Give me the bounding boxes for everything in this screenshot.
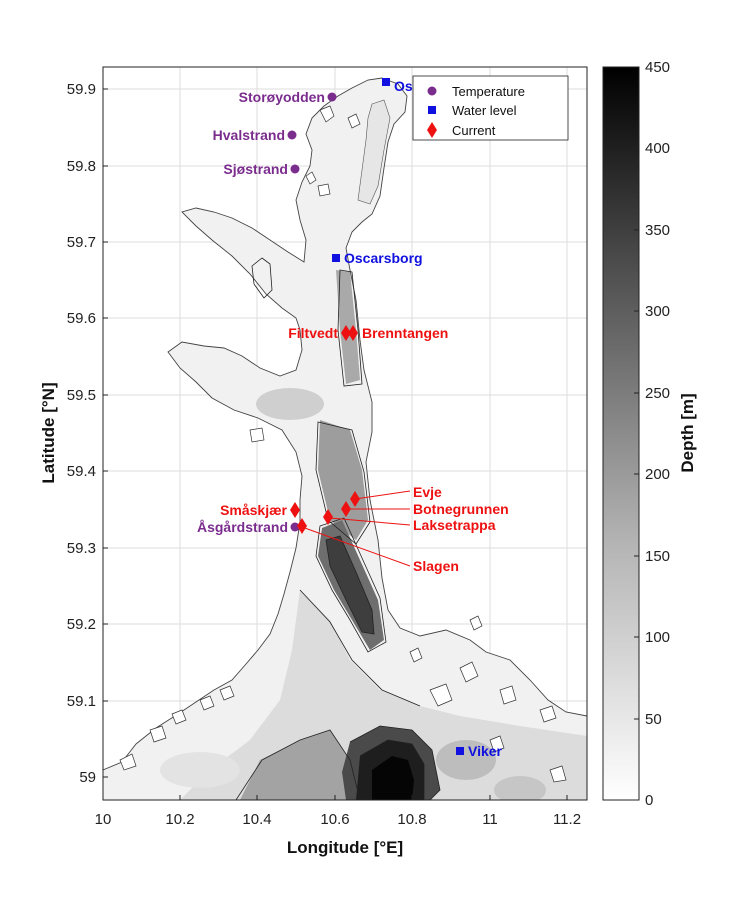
legend: Temperature Water level Current: [412, 75, 569, 141]
x-tick-label: 11: [482, 811, 498, 828]
temperature-station-marker: [327, 92, 337, 102]
x-tick-label: 11.2: [553, 811, 581, 828]
station-labels: Storøyodden Hvalstrand Sjøstrand Åsgårds…: [197, 78, 509, 759]
colorbar-gradient: [602, 66, 640, 801]
y-axis-title: Latitude [°N]: [39, 382, 58, 483]
current-station-marker: [348, 325, 358, 341]
x-tick-label: 10.8: [397, 811, 426, 828]
colorbar-tick-label: 250: [645, 385, 670, 402]
x-tick-label: 10.2: [165, 811, 194, 828]
x-tick-label: 10.6: [320, 811, 349, 828]
inner-fjord-arm: [357, 99, 391, 205]
current-station-marker: [341, 325, 351, 341]
station-label: Sjøstrand: [223, 161, 288, 177]
axis-ticks: [102, 88, 568, 800]
station-label: Laksetrappa: [413, 517, 496, 533]
x-tick-labels: 10 10.2 10.4 10.6 10.8 11 11.2: [95, 811, 581, 828]
colorbar-tick-label: 150: [645, 548, 670, 565]
temperature-station-marker: [290, 164, 300, 174]
station-label: Brenntangen: [362, 325, 448, 341]
y-tick-label: 59.6: [67, 310, 96, 327]
colorbar-tick-label: 450: [645, 59, 670, 76]
legend-label: Temperature: [452, 84, 525, 99]
colorbar-tick-label: 300: [645, 303, 670, 320]
islands: [119, 105, 567, 783]
colorbar-tick-label: 350: [645, 222, 670, 239]
current-station-marker: [290, 502, 300, 518]
station-markers: [287, 78, 464, 755]
colorbar-ticks: [634, 66, 639, 801]
station-label: Slagen: [413, 558, 459, 574]
station-label: Småskjær: [220, 502, 287, 518]
colorbar-tick-label: 100: [645, 629, 670, 646]
y-tick-label: 59.2: [67, 616, 96, 633]
map-plot-area: 10 10.2 10.4 10.6 10.8 11 11.2 59 59.1 5…: [39, 66, 588, 857]
water-level-station-marker: [332, 254, 340, 262]
current-station-marker: [323, 509, 333, 525]
colorbar-tick-label: 50: [645, 711, 662, 728]
legend-label: Current: [452, 123, 496, 138]
depth-contours: [235, 257, 441, 800]
y-tick-label: 59.8: [67, 158, 96, 175]
y-tick-label: 59.9: [67, 81, 96, 98]
station-label: Hvalstrand: [213, 127, 285, 143]
station-label: Viker: [468, 743, 503, 759]
temperature-station-marker: [287, 130, 297, 140]
station-label: Os: [394, 78, 413, 94]
current-station-marker: [297, 518, 307, 534]
y-tick-label: 59.5: [67, 387, 96, 404]
station-label: Evje: [413, 484, 442, 500]
legend-label: Water level: [452, 103, 517, 118]
x-axis-title: Longitude [°E]: [287, 838, 403, 857]
x-tick-label: 10: [95, 811, 112, 828]
y-tick-label: 59.4: [67, 463, 96, 480]
colorbar-tick-label: 0: [645, 792, 653, 809]
leader-lines: [301, 490, 411, 567]
station-label: Oscarsborg: [344, 250, 423, 266]
current-station-marker: [341, 501, 351, 517]
temperature-station-marker: [290, 522, 300, 532]
water-level-station-marker: [456, 747, 464, 755]
station-label: Botnegrunnen: [413, 501, 509, 517]
y-tick-label: 59.3: [67, 540, 96, 557]
x-tick-label: 10.4: [242, 811, 271, 828]
station-label: Storøyodden: [239, 89, 325, 105]
legend-box: [412, 75, 569, 141]
legend-water-level-marker: [428, 106, 436, 114]
legend-current-marker: [427, 122, 437, 138]
y-tick-labels: 59 59.1 59.2 59.3 59.4 59.5 59.6 59.7 59…: [67, 81, 96, 786]
y-tick-label: 59: [79, 769, 96, 786]
current-station-marker: [350, 491, 360, 507]
colorbar-tick-label: 400: [645, 140, 670, 157]
colorbar: 0 50 100 150 200 250 300 350 400 450 Dep…: [602, 59, 697, 809]
colorbar-tick-label: 200: [645, 466, 670, 483]
y-tick-label: 59.1: [67, 693, 96, 710]
legend-temperature-marker: [427, 86, 437, 96]
colorbar-title: Depth [m]: [678, 393, 697, 472]
plot-frame: [102, 66, 588, 801]
water-level-station-marker: [382, 78, 390, 86]
y-tick-label: 59.7: [67, 234, 96, 251]
station-label: Åsgårdstrand: [197, 519, 288, 535]
station-label: Filtvedt: [288, 325, 338, 341]
depth-shading: [160, 270, 587, 800]
